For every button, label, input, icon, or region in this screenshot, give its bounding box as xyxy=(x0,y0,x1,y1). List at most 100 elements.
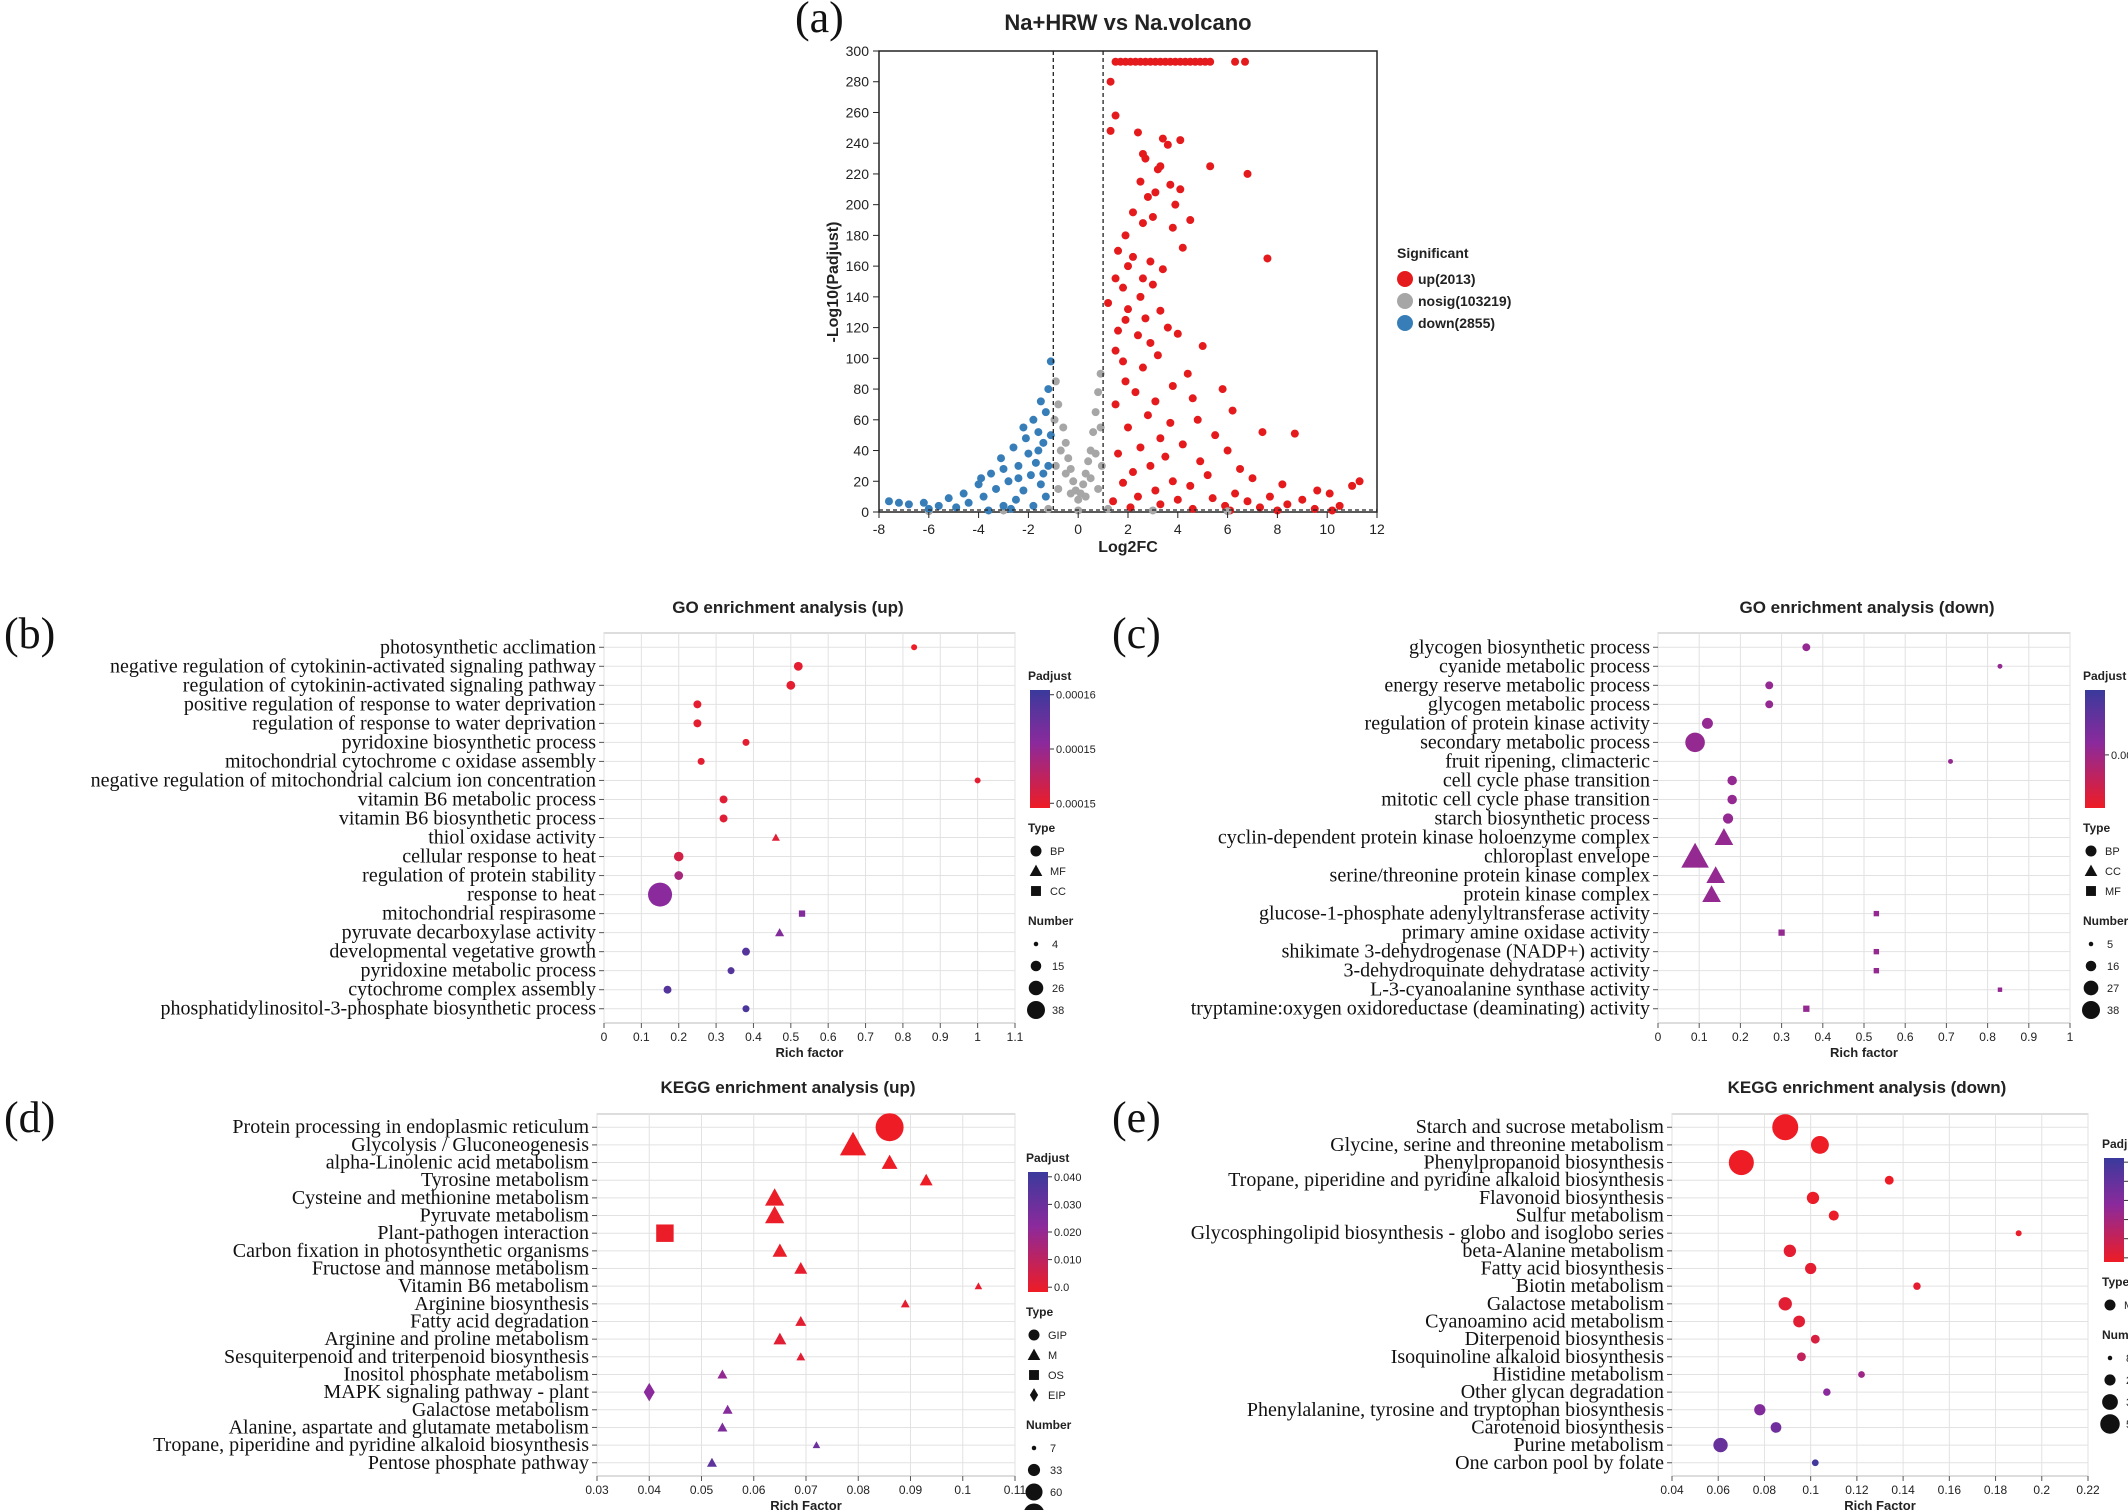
legend-size-label: 15 xyxy=(1052,961,1064,973)
volcano-point xyxy=(1146,461,1155,470)
term-label: Diterpenoid biosynthesis xyxy=(1465,1328,1665,1350)
bubble-square xyxy=(1803,1005,1810,1012)
y-tick-label: 260 xyxy=(846,104,870,120)
bubble-circle xyxy=(719,795,728,804)
bubble-triangle xyxy=(773,1332,787,1345)
volcano-point xyxy=(1248,474,1257,483)
bubble-circle xyxy=(1765,681,1774,690)
term-label: glucose-1-phosphate adenylyltransferase … xyxy=(1259,903,1650,925)
bubble-diamond xyxy=(643,1382,655,1402)
legend-type-marker xyxy=(1030,845,1042,857)
x-tick-label: 0.4 xyxy=(1814,1030,1831,1044)
y-tick-label: 20 xyxy=(853,473,869,489)
volcano-point xyxy=(1136,292,1145,301)
colorbar-label: 0.040 xyxy=(1054,1172,1082,1184)
volcano-point xyxy=(1021,434,1030,443)
legend-title: Significant xyxy=(1397,245,1469,261)
bubble-circle xyxy=(1796,1352,1806,1362)
y-tick-label: 80 xyxy=(853,381,869,397)
volcano-point xyxy=(1223,446,1232,455)
bubble-triangle xyxy=(1681,842,1709,868)
term-label: vitamin B6 metabolic process xyxy=(358,788,596,810)
legend-padjust-title: Padjust xyxy=(2083,669,2126,683)
volcano-point xyxy=(1176,136,1185,145)
panel-label-b: (b) xyxy=(4,609,55,658)
term-label: cell cycle phase transition xyxy=(1443,769,1650,791)
legend-size-marker xyxy=(2100,1414,2120,1434)
bubble-triangle xyxy=(794,1262,808,1274)
bubble-circle xyxy=(674,871,684,880)
x-tick-label: 0.06 xyxy=(1707,1483,1731,1497)
bubble-circle xyxy=(1728,1150,1754,1176)
bubble-triangle xyxy=(1706,866,1726,884)
volcano-point xyxy=(1186,216,1195,225)
bubble-circle xyxy=(1811,1459,1819,1467)
x-tick-label: 0.3 xyxy=(708,1030,725,1044)
bubble-triangle xyxy=(771,833,780,841)
bubble-square xyxy=(1778,929,1785,936)
volcano-point xyxy=(1208,494,1217,503)
legend-size-marker xyxy=(2104,1374,2116,1386)
x-tick-label: -8 xyxy=(873,521,886,537)
volcano-point xyxy=(884,497,893,506)
term-label: Purine metabolism xyxy=(1513,1434,1664,1456)
x-tick-label: 0.5 xyxy=(1856,1030,1873,1044)
legend-type-title: Type xyxy=(2102,1275,2128,1289)
x-tick-label: 0.8 xyxy=(1979,1030,1996,1044)
bubble-circle xyxy=(1806,1191,1820,1205)
volcano-point xyxy=(1061,438,1070,447)
volcano-point xyxy=(1019,486,1028,495)
volcano-point xyxy=(977,474,986,483)
volcano-point xyxy=(987,469,996,478)
term-label: Cysteine and methionine metabolism xyxy=(292,1187,590,1209)
volcano-point xyxy=(1019,423,1028,432)
term-label: Alanine, aspartate and glutamate metabol… xyxy=(229,1416,590,1438)
y-tick-label: 200 xyxy=(846,197,870,213)
volcano-point xyxy=(1121,315,1130,324)
volcano-point xyxy=(1328,506,1337,515)
x-tick-label: 0 xyxy=(601,1030,608,1044)
volcano-point xyxy=(992,484,1001,493)
legend-size-label: 60 xyxy=(1050,1487,1062,1499)
bubble-triangle xyxy=(706,1457,717,1467)
panel-label-d: (d) xyxy=(4,1093,55,1142)
legend-size-marker xyxy=(1025,1483,1043,1501)
term-label: regulation of protein stability xyxy=(362,865,596,887)
term-label: regulation of protein kinase activity xyxy=(1365,712,1650,734)
legend-padjust-title: Padjust xyxy=(2102,1137,2128,1151)
bubble-square xyxy=(1873,948,1880,955)
volcano-point xyxy=(1283,500,1292,509)
volcano-point xyxy=(1136,443,1145,452)
term-label: Phenylpropanoid biosynthesis xyxy=(1423,1152,1664,1174)
legend-type-label: BP xyxy=(2105,846,2120,858)
volcano-point xyxy=(1158,134,1167,143)
legend-marker xyxy=(1397,315,1413,331)
volcano-point xyxy=(1009,443,1018,452)
x-tick-label: 0.18 xyxy=(1984,1483,2008,1497)
volcano-point xyxy=(1206,162,1215,171)
term-label: negative regulation of cytokinin-activat… xyxy=(110,655,596,677)
term-label: starch biosynthetic process xyxy=(1435,807,1651,829)
volcano-point xyxy=(1183,369,1192,378)
x-tick-label: 0.05 xyxy=(690,1483,714,1497)
x-tick-label: 0.2 xyxy=(1732,1030,1749,1044)
term-label: 3-dehydroquinate dehydratase activity xyxy=(1343,960,1650,982)
y-tick-label: 280 xyxy=(846,74,870,90)
bubble-circle xyxy=(1810,1135,1829,1154)
legend-type-label: M xyxy=(2124,1300,2128,1312)
x-tick-label: 0.1 xyxy=(954,1483,971,1497)
volcano-point xyxy=(1203,471,1212,480)
term-label: mitochondrial cytochrome c oxidase assem… xyxy=(225,750,596,772)
bubble-circle xyxy=(911,644,918,651)
colorbar-label: 0.0 xyxy=(1054,1282,1069,1294)
legend-size-marker xyxy=(2102,1394,2118,1410)
y-tick-label: 140 xyxy=(846,289,870,305)
volcano-point xyxy=(1176,185,1185,194)
x-tick-label: 1 xyxy=(2067,1030,2074,1044)
volcano-point xyxy=(1024,449,1033,458)
bubble-circle xyxy=(1823,1388,1831,1396)
volcano-point xyxy=(1151,188,1160,197)
y-tick-label: 40 xyxy=(853,443,869,459)
term-label: Other glycan degradation xyxy=(1461,1381,1664,1403)
